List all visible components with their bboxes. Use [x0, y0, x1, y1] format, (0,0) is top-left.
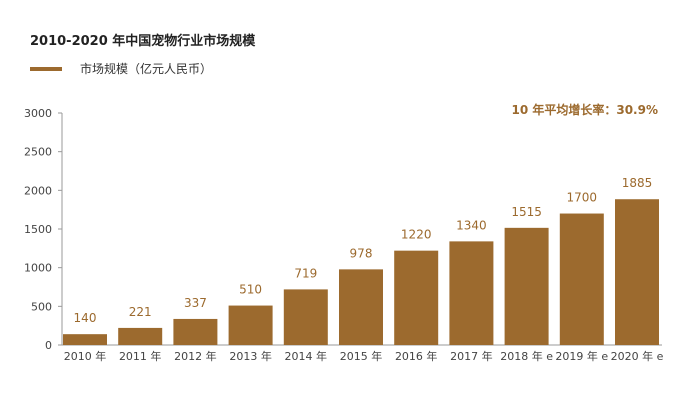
bar: [228, 305, 273, 345]
legend-label: 市场规模（亿元人民币）: [80, 62, 213, 76]
legend-swatch: [30, 66, 62, 71]
x-tick-label: 2010 年: [64, 349, 107, 363]
bar: [394, 250, 439, 345]
y-tick-label: 3000: [24, 107, 52, 120]
bar: [339, 269, 383, 345]
data-label: 1515: [511, 205, 542, 219]
data-label: 140: [74, 311, 97, 325]
x-tick-label: 2016 年: [395, 349, 438, 363]
data-label: 1340: [456, 218, 487, 232]
x-tick-label: 2011 年: [119, 349, 162, 363]
x-tick-label: 2018 年 e: [500, 349, 553, 363]
y-tick-label: 2000: [24, 184, 52, 197]
bar: [615, 199, 659, 345]
bar: [559, 213, 604, 345]
y-tick-label: 1000: [24, 262, 52, 275]
x-tick-label: 2019 年 e: [555, 349, 608, 363]
chart-title: 2010-2020 年中国宠物行业市场规模: [30, 34, 256, 49]
x-tick-label: 2013 年: [229, 349, 272, 363]
data-label: 1700: [567, 191, 598, 205]
x-tick-label: 2017 年: [450, 349, 493, 363]
y-tick-label: 500: [31, 300, 52, 313]
y-tick-label: 2500: [24, 146, 52, 159]
cagr-annotation: 10 年平均增长率：30.9%: [511, 103, 658, 117]
bar: [118, 327, 163, 345]
data-label: 1220: [401, 228, 432, 242]
y-tick-label: 0: [45, 339, 52, 352]
legend: 市场规模（亿元人民币）: [30, 60, 212, 77]
data-label: 1885: [622, 176, 653, 190]
x-tick-label: 2012 年: [174, 349, 217, 363]
data-label: 510: [239, 283, 262, 297]
data-label: 978: [350, 246, 373, 260]
data-label: 337: [184, 296, 207, 310]
bar: [504, 227, 549, 345]
bar: [283, 289, 328, 345]
bar: [449, 241, 494, 345]
data-label: 719: [294, 266, 317, 280]
y-tick-label: 1500: [24, 223, 52, 236]
data-label: 221: [129, 305, 152, 319]
bar: [173, 318, 218, 345]
bar: [63, 334, 107, 345]
x-tick-label: 2020 年 e: [611, 349, 664, 363]
x-tick-label: 2014 年: [285, 349, 328, 363]
x-tick-label: 2015 年: [340, 349, 383, 363]
